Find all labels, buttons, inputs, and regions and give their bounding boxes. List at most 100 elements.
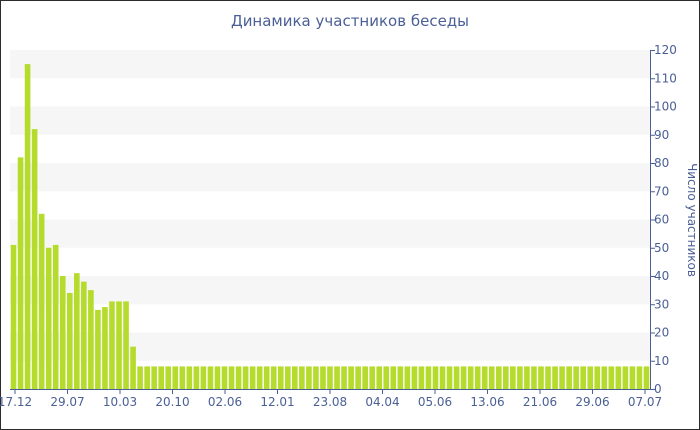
grid-bands xyxy=(10,50,650,361)
x-tick-label: 07.07 xyxy=(628,395,662,409)
bar xyxy=(200,366,207,389)
bar xyxy=(109,301,115,389)
x-ticks: 17.12 29.07 10.03 20.10 02.06 12.01 23.08 04.04… xyxy=(0,389,662,409)
bar xyxy=(446,366,453,389)
bar xyxy=(95,309,101,389)
x-tick-label: 29.06 xyxy=(575,395,609,409)
bar xyxy=(587,366,594,389)
bar xyxy=(608,366,615,389)
y-tick-label: 50 xyxy=(654,241,669,255)
bar xyxy=(172,366,179,389)
bar xyxy=(411,366,418,389)
bar xyxy=(313,366,319,389)
bar xyxy=(17,157,24,389)
bar xyxy=(348,366,354,389)
bar xyxy=(299,366,305,389)
y-tick-label: 20 xyxy=(654,326,669,340)
bar xyxy=(116,301,122,389)
bar xyxy=(165,366,172,389)
bar xyxy=(249,366,256,389)
bar xyxy=(270,366,277,389)
bar xyxy=(545,366,551,389)
bar xyxy=(228,366,235,389)
bar xyxy=(130,346,136,389)
bar xyxy=(52,244,59,389)
bar xyxy=(622,366,629,389)
x-tick-label: 05.06 xyxy=(418,395,452,409)
bar xyxy=(74,273,80,389)
bar xyxy=(31,129,38,389)
y-tick-label: 90 xyxy=(654,128,669,142)
bar xyxy=(66,292,73,389)
y-tick-label: 40 xyxy=(654,269,669,283)
bar xyxy=(510,366,516,389)
x-tick-label: 12.01 xyxy=(260,395,294,409)
bar xyxy=(432,366,439,389)
bar xyxy=(221,366,228,389)
x-tick-label: 10.03 xyxy=(103,395,137,409)
bar xyxy=(418,366,425,389)
bar xyxy=(404,366,411,389)
bar xyxy=(256,366,263,389)
bar xyxy=(81,281,87,389)
y-tick-label: 110 xyxy=(654,71,677,85)
y-tick-label: 0 xyxy=(654,382,662,396)
y-axis-label: Число участников xyxy=(685,163,699,277)
grid-band xyxy=(10,276,650,305)
bar xyxy=(38,213,45,389)
y-tick-label: 60 xyxy=(654,213,669,227)
bar xyxy=(235,366,242,389)
bar xyxy=(369,366,376,389)
bar xyxy=(193,366,200,389)
bar xyxy=(186,366,193,389)
bar xyxy=(102,307,108,389)
x-tick-label: 21.06 xyxy=(523,395,557,409)
bars xyxy=(10,64,650,389)
bar xyxy=(580,366,586,389)
bar xyxy=(390,366,397,389)
bar xyxy=(334,366,340,389)
bar xyxy=(524,366,530,389)
grid-band xyxy=(10,219,650,248)
bar xyxy=(397,366,404,389)
bar xyxy=(376,366,383,389)
x-tick-label: 20.10 xyxy=(155,395,189,409)
bar xyxy=(242,366,249,389)
bar xyxy=(453,366,460,389)
bar xyxy=(615,366,622,389)
bar xyxy=(481,366,488,389)
bar xyxy=(474,366,481,389)
bar xyxy=(341,366,347,389)
bar xyxy=(538,366,544,389)
bar xyxy=(531,366,537,389)
x-tick-label: 13.06 xyxy=(470,395,504,409)
bar xyxy=(439,366,446,389)
y-tick-label: 120 xyxy=(654,43,677,57)
bar xyxy=(601,366,608,389)
bar xyxy=(488,366,495,389)
bar xyxy=(263,366,270,389)
bar xyxy=(151,366,157,389)
bar xyxy=(559,366,565,389)
y-tick-label: 70 xyxy=(654,184,669,198)
bar xyxy=(362,366,368,389)
y-tick-label: 30 xyxy=(654,297,669,311)
bar xyxy=(207,366,214,389)
x-tick-label: 17.12 xyxy=(0,395,32,409)
bar xyxy=(495,366,502,389)
y-tick-label: 100 xyxy=(654,100,677,114)
grid-band xyxy=(10,163,650,192)
bar xyxy=(284,366,291,389)
bar xyxy=(10,244,17,389)
x-tick-label: 04.04 xyxy=(365,395,399,409)
bar xyxy=(467,366,474,389)
bar xyxy=(292,366,298,389)
bar xyxy=(636,366,643,389)
bar xyxy=(503,366,509,389)
bar xyxy=(552,366,558,389)
bar xyxy=(137,366,143,389)
bar xyxy=(88,290,94,389)
bar xyxy=(320,366,326,389)
bar xyxy=(629,366,636,389)
x-tick-label: 02.06 xyxy=(208,395,242,409)
